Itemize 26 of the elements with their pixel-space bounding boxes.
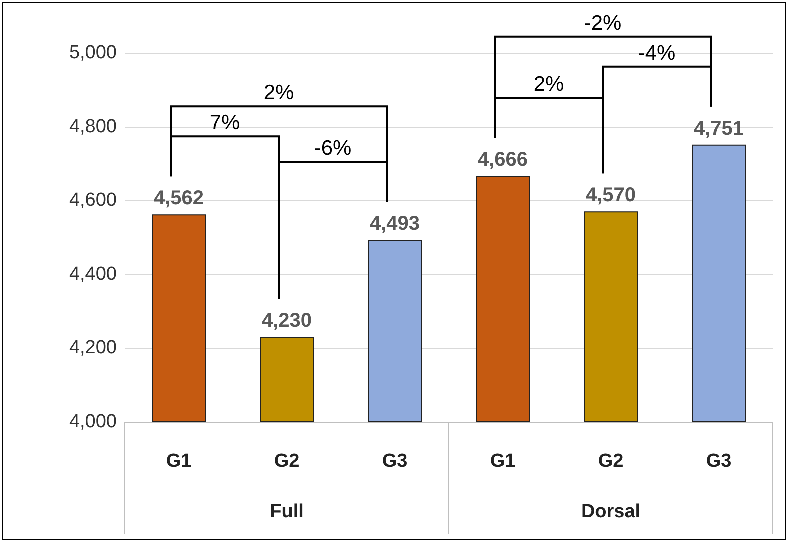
data-label: 4,570 <box>586 184 636 207</box>
data-label: 4,493 <box>370 213 420 236</box>
data-label: 4,666 <box>478 149 528 172</box>
y-tick-label: 4,800 <box>69 116 117 138</box>
data-label: 4,562 <box>154 188 204 210</box>
x-tick-label: G1 <box>490 451 516 472</box>
y-tick-label: 5,000 <box>69 42 117 64</box>
annotation: -4% <box>638 42 676 65</box>
y-tick-label: 4,000 <box>69 412 117 432</box>
data-label: 4,230 <box>262 310 312 332</box>
y-tick-label: 4,600 <box>69 190 117 212</box>
annotation: 2% <box>534 73 564 96</box>
x-tick-label: G1 <box>166 451 192 472</box>
y-tick-label: 4,400 <box>69 264 117 285</box>
text: -2% <box>584 12 622 35</box>
annotation: 7% <box>210 112 240 135</box>
x-tick-label: G2 <box>274 451 300 472</box>
y-tick-label: 4,200 <box>69 338 117 359</box>
annotation: -6% <box>314 137 352 160</box>
annotation: 2% <box>264 82 294 105</box>
data-label: 4,751 <box>694 118 744 140</box>
text: Full <box>270 502 304 522</box>
x-tick-label: G3 <box>382 451 408 472</box>
text: Dorsal <box>581 502 641 522</box>
x-tick-label: G2 <box>598 451 624 472</box>
x-tick-label: G3 <box>706 451 732 472</box>
